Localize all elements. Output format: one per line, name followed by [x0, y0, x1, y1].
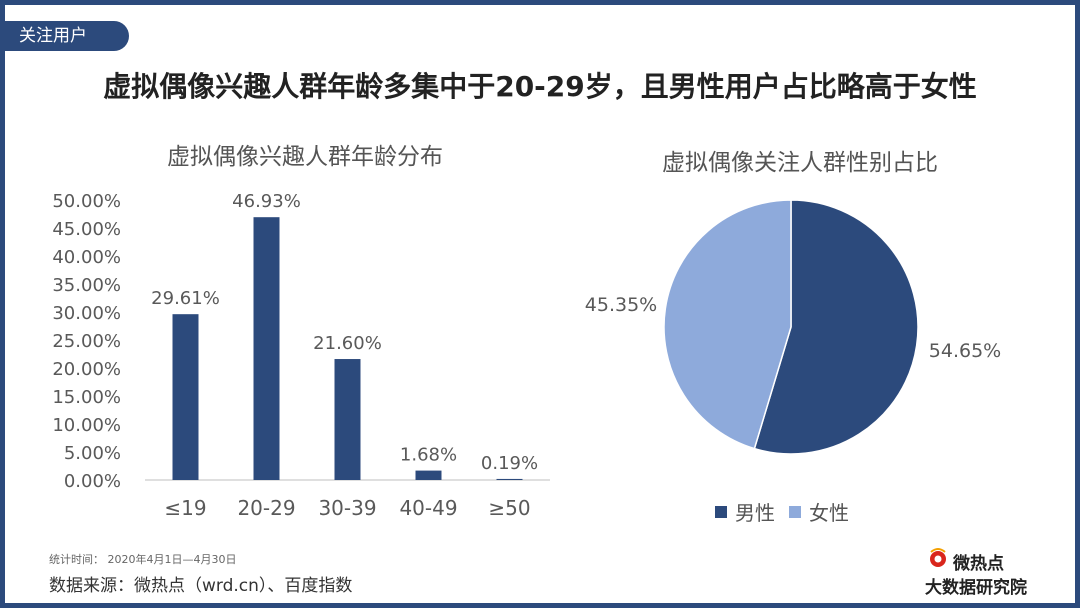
logo-eye-icon: [930, 548, 946, 567]
bar: [496, 478, 523, 480]
bar: [334, 359, 361, 480]
logo-text-line2: 大数据研究院: [925, 578, 1027, 598]
pie-legend: 男性 女性: [715, 497, 863, 526]
y-tick-label: 25.00%: [52, 331, 121, 352]
slide: 关注用户 虚拟偶像兴趣人群年龄多集中于20-29岁，且男性用户占比略高于女性 虚…: [5, 5, 1075, 603]
bar: [172, 314, 199, 480]
y-tick-label: 40.00%: [52, 247, 121, 268]
stat-period: 统计时间： 2020年4月1日—4月30日: [49, 553, 237, 566]
legend-swatch-female: [789, 505, 801, 518]
logo-text-line1: 微热点: [953, 554, 1004, 574]
x-tick-label: 40-49: [399, 496, 457, 520]
y-tick-label: 30.00%: [52, 303, 121, 324]
y-tick-label: 5.00%: [64, 443, 121, 464]
bar-value-label: 1.68%: [400, 445, 457, 466]
bar-value-label: 0.19%: [481, 453, 538, 474]
charts-canvas: 0.00% 5.00% 10.00% 15.00% 20.00% 25.00% 30.00%…: [52, 191, 1001, 520]
legend-label-female: 女性: [809, 501, 849, 525]
y-tick-label: 50.00%: [52, 191, 121, 212]
y-tick-label: 20.00%: [52, 359, 121, 380]
bar: [415, 470, 442, 480]
x-tick-label: ≥50: [488, 496, 530, 520]
bar-value-label: 46.93%: [232, 191, 301, 212]
section-tag: 关注用户: [5, 21, 129, 51]
pie-value-label: 54.65%: [929, 340, 1001, 362]
y-tick-label: 45.00%: [52, 219, 121, 240]
pie-chart-title: 虚拟偶像关注人群性别占比: [662, 150, 938, 176]
bar-value-label: 21.60%: [313, 333, 382, 354]
slide-headline: 虚拟偶像兴趣人群年龄多集中于20-29岁，且男性用户占比略高于女性: [103, 70, 977, 103]
x-tick-label: 30-39: [318, 496, 376, 520]
bar-value-label: 29.61%: [151, 288, 220, 309]
pie-slice: [663, 199, 792, 450]
legend-item-female: 女性: [789, 497, 849, 526]
bar: [253, 217, 280, 480]
pie-value-label: 45.35%: [585, 294, 657, 316]
data-source: 数据来源：微热点（wrd.cn）、百度指数: [49, 576, 353, 596]
y-tick-label: 0.00%: [64, 471, 121, 492]
legend-item-male: 男性: [715, 497, 775, 526]
y-tick-label: 15.00%: [52, 387, 121, 408]
pie-slice: [753, 199, 919, 455]
brand-logo: 微热点 大数据研究院: [905, 545, 1055, 598]
legend-swatch-male: [715, 505, 727, 518]
x-tick-label: ≤19: [164, 496, 206, 520]
y-tick-label: 35.00%: [52, 275, 121, 296]
bar-chart-title: 虚拟偶像兴趣人群年龄分布: [167, 144, 443, 170]
y-tick-label: 10.00%: [52, 415, 121, 436]
legend-label-male: 男性: [735, 501, 775, 525]
x-tick-label: 20-29: [237, 496, 295, 520]
